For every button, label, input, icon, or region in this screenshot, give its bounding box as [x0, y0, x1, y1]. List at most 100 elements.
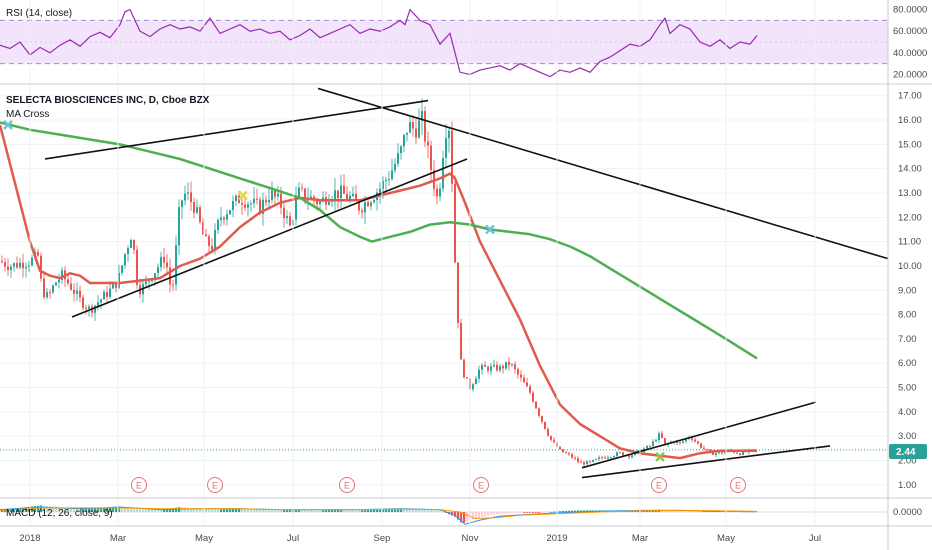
candle-body — [508, 361, 510, 366]
macd-histogram-bar — [499, 512, 502, 514]
candle-body — [652, 441, 654, 446]
macd-histogram-bar — [16, 508, 19, 512]
macd-histogram-bar — [685, 510, 688, 512]
candle-body — [55, 282, 57, 286]
ma-cross-label: MA Cross — [6, 109, 49, 120]
x-tick-label: Mar — [632, 533, 648, 544]
candle-body — [70, 283, 72, 290]
candle-body — [658, 433, 660, 441]
macd-histogram-bar — [343, 509, 346, 512]
candle-body — [193, 201, 195, 213]
candle-body — [100, 299, 102, 303]
macd-histogram-bar — [460, 512, 463, 523]
candle-body — [241, 203, 243, 205]
macd-histogram-bar — [325, 510, 328, 512]
macd-histogram-bar — [388, 509, 391, 512]
macd-histogram-bar — [508, 512, 511, 514]
candle-body — [547, 429, 549, 436]
macd-histogram-bar — [676, 510, 679, 512]
macd-histogram-bar — [28, 506, 31, 512]
candle-body — [187, 192, 189, 194]
candle-body — [475, 378, 477, 385]
candle-body — [703, 447, 705, 449]
candle-body — [103, 291, 105, 300]
macd-histogram-bar — [118, 506, 121, 512]
macd-histogram-bar — [148, 508, 151, 512]
macd-histogram-bar — [472, 512, 475, 520]
price-tick-label: 9.00 — [898, 285, 917, 296]
candle-body — [214, 229, 216, 251]
macd-histogram-bar — [439, 510, 442, 512]
macd-histogram-bar — [1, 510, 4, 512]
candle-body — [544, 421, 546, 430]
macd-histogram-bar — [115, 506, 118, 512]
macd-histogram-bar — [229, 508, 232, 512]
macd-histogram-bar — [421, 509, 424, 512]
macd-histogram-bar — [493, 512, 496, 515]
candle-body — [487, 366, 489, 371]
ma-cross-marker — [3, 120, 13, 130]
macd-histogram-bar — [220, 509, 223, 512]
x-tick-label: Jul — [287, 533, 299, 544]
last-price-tag-bg — [889, 444, 927, 459]
macd-histogram-bar — [277, 510, 280, 512]
candle-body — [571, 454, 573, 458]
macd-histogram-bar — [445, 512, 448, 513]
candle-body — [4, 262, 6, 267]
rsi-tick-label: 60.0000 — [893, 26, 927, 37]
macd-histogram-bar — [340, 509, 343, 512]
macd-histogram-bar — [4, 509, 7, 512]
macd-tick-label: 0.0000 — [893, 507, 922, 518]
macd-histogram-bar — [22, 507, 25, 512]
macd-histogram-bar — [373, 509, 376, 512]
candle-body — [85, 307, 87, 309]
candle-body — [73, 289, 75, 294]
macd-histogram-bar — [61, 507, 64, 512]
macd-histogram-bar — [10, 509, 13, 512]
macd-histogram-bar — [226, 508, 229, 512]
candle-body — [442, 157, 444, 189]
candle-body — [631, 455, 633, 458]
last-price-label: 2.44 — [896, 447, 916, 458]
candle-body — [31, 257, 33, 266]
candle-body — [406, 132, 408, 135]
rsi-line — [0, 8, 758, 78]
macd-histogram-bar — [100, 507, 103, 512]
macd-histogram-bar — [481, 512, 484, 518]
candle-body — [616, 452, 618, 457]
price-panel[interactable]: 17.00 16.00 15.00 14.00 13.00 12.00 11.00 10.00… — [0, 87, 922, 493]
macd-histogram-bar — [367, 510, 370, 512]
candle-body — [457, 262, 459, 323]
macd-histogram-bar — [382, 509, 385, 512]
earnings-marker-circle — [339, 477, 355, 493]
candle-body — [439, 188, 441, 197]
earnings-marker: E — [131, 477, 147, 493]
macd-histogram-bar — [349, 509, 352, 512]
candle-body — [514, 364, 516, 370]
candle-body — [520, 374, 522, 378]
earnings-marker: E — [339, 477, 355, 493]
x-axis: 2018 Mar May Jul Sep Nov 2019 Mar May Jul — [19, 0, 821, 544]
macd-histogram-bar — [370, 509, 373, 512]
rsi-panel: 80.0000 60.0000 40.0000 20.0000 — [0, 5, 927, 80]
macd-histogram-bar — [112, 506, 115, 512]
candle-body — [529, 386, 531, 393]
macd-histogram-bar — [433, 510, 436, 512]
candle-body — [52, 285, 54, 293]
macd-histogram-bar — [286, 510, 289, 512]
candle-body — [220, 217, 222, 220]
candle-body — [211, 245, 213, 251]
macd-histogram-bar — [43, 505, 46, 512]
macd-histogram-bar — [565, 510, 568, 512]
candle-body — [61, 270, 63, 280]
macd-histogram-bar — [475, 512, 478, 519]
macd-histogram-bar — [247, 508, 250, 512]
macd-histogram-bar — [160, 509, 163, 512]
macd-histogram-bar — [478, 512, 481, 518]
rsi-tick-label: 40.0000 — [893, 48, 927, 59]
macd-histogram-bar — [535, 512, 538, 513]
candle-body — [490, 366, 492, 371]
candle-body — [679, 441, 681, 443]
macd-histogram-bar — [25, 507, 28, 512]
candle-body — [724, 452, 726, 454]
